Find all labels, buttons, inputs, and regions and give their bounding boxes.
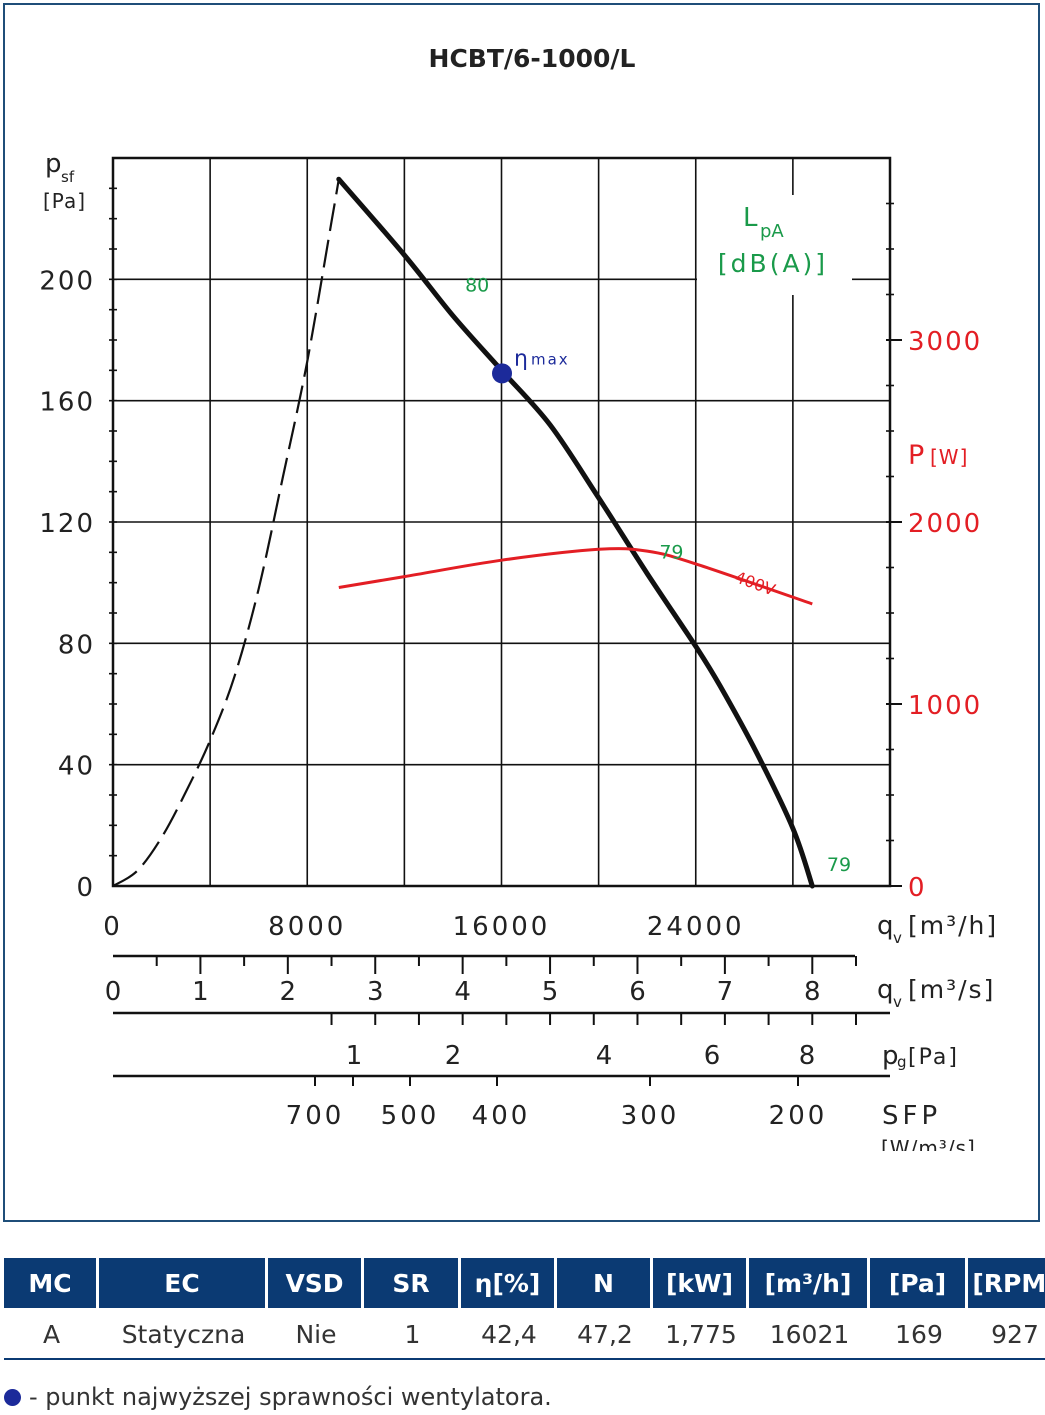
power-curve-400v <box>338 547 813 606</box>
pg-tick-label: 2 <box>445 1041 462 1071</box>
y2-tick-label: 3000 <box>908 327 982 357</box>
footnote: - punkt najwyższej sprawności wentylator… <box>4 1383 552 1411</box>
table-header-cell: SR <box>364 1258 461 1308</box>
table-cell: 169 <box>870 1311 968 1360</box>
table-header-cell: [RPM] <box>968 1258 1045 1308</box>
eta-max-label: η <box>514 346 528 371</box>
table-cell: 927 <box>968 1311 1045 1360</box>
table-body: A Statyczna Nie 1 42,4 47,2 1,775 16021 169 927 <box>4 1308 1045 1360</box>
x-tick-label-m3s: 0 <box>105 977 122 1007</box>
pg-tick-label: 1 <box>346 1041 363 1071</box>
sfp-unit-clip <box>875 1151 995 1181</box>
pg-axis-unit: [Pa] <box>908 1045 959 1070</box>
table-cell: 16021 <box>749 1311 870 1360</box>
y2-axis-unit: [W] <box>930 445 968 469</box>
x-axis-unit-m3s: [m³/s] <box>908 975 995 1004</box>
y2-tick-label: 2000 <box>908 509 982 539</box>
x-tick-label-m3s: 2 <box>280 977 297 1007</box>
pg-axis-label: p <box>882 1041 899 1071</box>
y-tick-label: 0 <box>76 873 95 903</box>
x-tick-label-m3s: 3 <box>367 977 384 1007</box>
chart-frame: HCBT/6-1000/L 0 40 80 120 160 200 p sf [Pa] 0 1000… <box>3 3 1040 1222</box>
table-header-cell: [kW] <box>653 1258 749 1308</box>
table-header-cell: [m³/h] <box>749 1258 870 1308</box>
y2-tick-label: 1000 <box>908 691 982 721</box>
sfp-tick-label: 700 <box>286 1101 345 1131</box>
sfp-tick-label: 400 <box>472 1101 531 1131</box>
pg-tick-label: 6 <box>704 1041 721 1071</box>
x-axis-unit-m3h: [m³/h] <box>908 911 998 940</box>
noise-level-label: 79 <box>659 541 683 563</box>
x-tick-label-m3h: 24000 <box>647 912 745 942</box>
sfp-tick-label: 300 <box>621 1101 680 1131</box>
y-axis-unit: [Pa] <box>43 189 86 213</box>
pressure-curve-unstable-dashed <box>112 179 340 887</box>
lpa-unit: [dB(A)] <box>718 249 828 278</box>
table-header-cell: EC <box>99 1258 268 1308</box>
y-tick-label: 80 <box>58 630 95 660</box>
y-tick-label: 200 <box>39 266 95 296</box>
x-tick-label-m3s: 6 <box>629 977 646 1007</box>
table-header-cell: MC <box>4 1258 99 1308</box>
x-axis-label-m3h: q <box>877 911 894 941</box>
sfp-tick-label: 500 <box>381 1101 440 1131</box>
chart-title: HCBT/6-1000/L <box>429 44 636 73</box>
pg-tick-label: 8 <box>799 1041 816 1071</box>
table-cell: 42,4 <box>461 1311 557 1360</box>
table-cell: 47,2 <box>557 1311 653 1360</box>
lpa-label-background <box>697 195 852 295</box>
table-cell: A <box>4 1311 99 1360</box>
x-axis-label-m3s: q <box>877 975 894 1005</box>
y2-axis-label: P <box>908 440 924 471</box>
table-cell: 1 <box>364 1311 461 1360</box>
x-tick-label-m3h: 0 <box>103 912 123 942</box>
x-tick-label-m3h: 8000 <box>268 912 346 942</box>
table-cell: Nie <box>268 1311 364 1360</box>
pg-tick-label: 4 <box>596 1041 613 1071</box>
y-tick-label: 40 <box>58 752 95 782</box>
lpa-label: L <box>743 203 758 233</box>
table-header-cell: η[%] <box>461 1258 557 1308</box>
y2-tick-label: 0 <box>908 873 927 903</box>
pressure-curve <box>336 176 815 889</box>
noise-level-label: 80 <box>465 274 489 296</box>
y-axis-label: p <box>45 149 62 179</box>
eta-max-marker-icon <box>4 1388 21 1406</box>
x-tick-label-m3s: 4 <box>454 977 471 1007</box>
y-axis-label-sub: sf <box>61 168 75 186</box>
x-tick-label-m3s: 1 <box>192 977 209 1007</box>
table-header-cell: N <box>557 1258 653 1308</box>
x-axis-label-m3s-sub: v <box>893 993 902 1011</box>
table-header-cell: VSD <box>268 1258 364 1308</box>
pg-axis-label-sub: g <box>897 1053 907 1071</box>
x-tick-label-m3s: 8 <box>804 977 821 1007</box>
x-axis-label-m3h-sub: v <box>893 929 902 947</box>
footnote-text: - punkt najwyższej sprawności wentylator… <box>29 1383 552 1411</box>
lpa-label-sub: pA <box>760 221 784 242</box>
x-tick-label-m3s: 7 <box>717 977 734 1007</box>
noise-level-label: 79 <box>827 854 851 876</box>
y-tick-label: 160 <box>39 388 95 418</box>
eta-max-point <box>492 363 513 384</box>
table-header-cell: [Pa] <box>870 1258 968 1308</box>
x-tick-label-m3h: 16000 <box>453 912 551 942</box>
sfp-tick-label: 200 <box>769 1101 828 1131</box>
x-tick-label-m3s: 5 <box>542 977 559 1007</box>
eta-max-label-sub: max <box>531 350 570 368</box>
y-tick-label: 120 <box>39 509 95 539</box>
table-cell: Statyczna <box>99 1311 268 1360</box>
table-cell: 1,775 <box>653 1311 749 1360</box>
table-row: A Statyczna Nie 1 42,4 47,2 1,775 16021 169 927 <box>4 1311 1045 1360</box>
power-curve-label: 400V <box>732 567 778 599</box>
sfp-axis-label: SFP <box>882 1101 941 1131</box>
